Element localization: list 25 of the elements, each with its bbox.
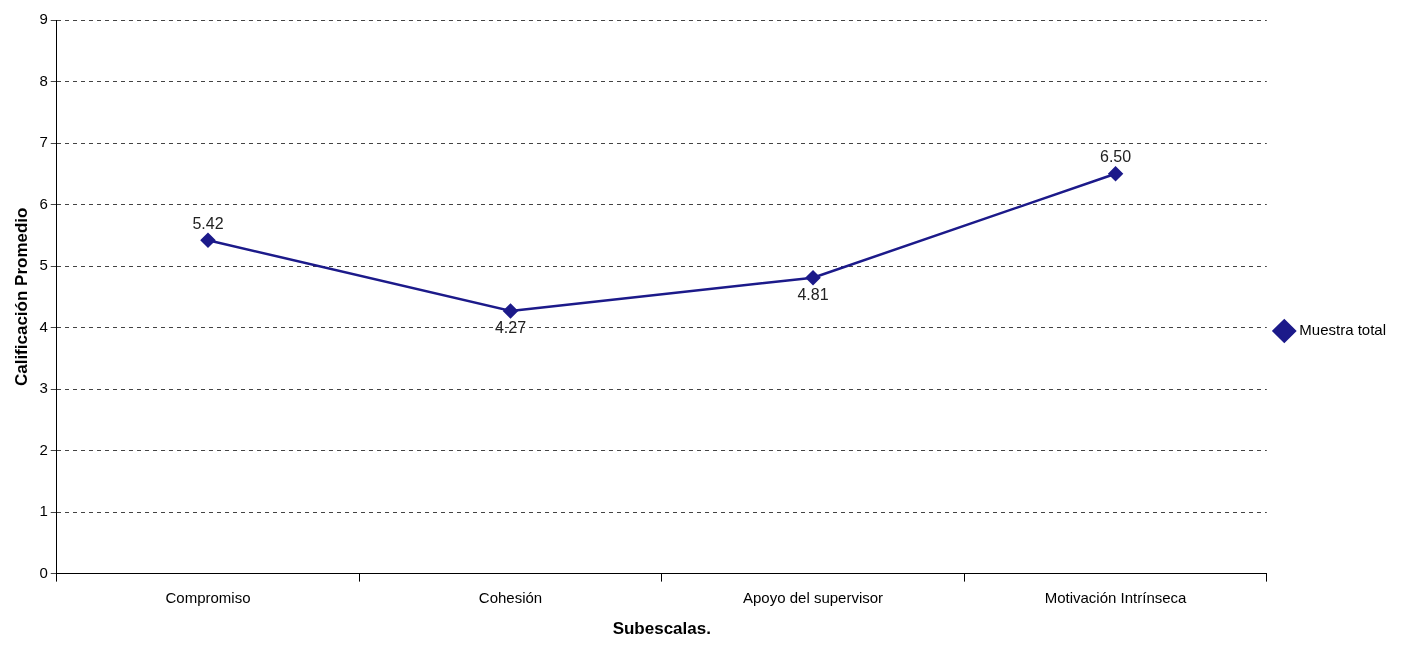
y-tick-label: 9: [39, 10, 48, 28]
data-label: 5.42: [192, 214, 224, 232]
data-label: 4.27: [494, 319, 527, 337]
data-label: 6.50: [1099, 148, 1132, 166]
x-tick-label: Cohesión: [478, 588, 543, 606]
y-tick-label: 2: [39, 440, 48, 458]
data-label: 4.81: [797, 286, 829, 304]
y-tick-label: 5: [39, 256, 48, 274]
point: [1108, 166, 1123, 182]
y-tick-label: 4: [39, 317, 48, 335]
y-tick-label: 7: [39, 133, 48, 151]
point: [200, 232, 216, 248]
y-tick-label: 1: [39, 502, 48, 520]
y-axis-title: Calificación Promedio: [11, 207, 31, 387]
x-tick-label: Compromiso: [165, 588, 251, 606]
x-tick-label: Apoyo del supervisor: [742, 588, 884, 606]
y-tick-label: 8: [39, 71, 48, 89]
x-tick-label: Motivación Intrínseca: [1044, 588, 1188, 606]
y-tick-label: 3: [39, 379, 48, 397]
y-tick-label: 0: [39, 563, 48, 581]
point: [805, 270, 821, 285]
x-axis-title: Subescalas.: [612, 619, 711, 639]
legend-label: Muestra total: [1299, 321, 1387, 339]
y-tick-label: 6: [39, 194, 48, 212]
point: [503, 303, 518, 319]
